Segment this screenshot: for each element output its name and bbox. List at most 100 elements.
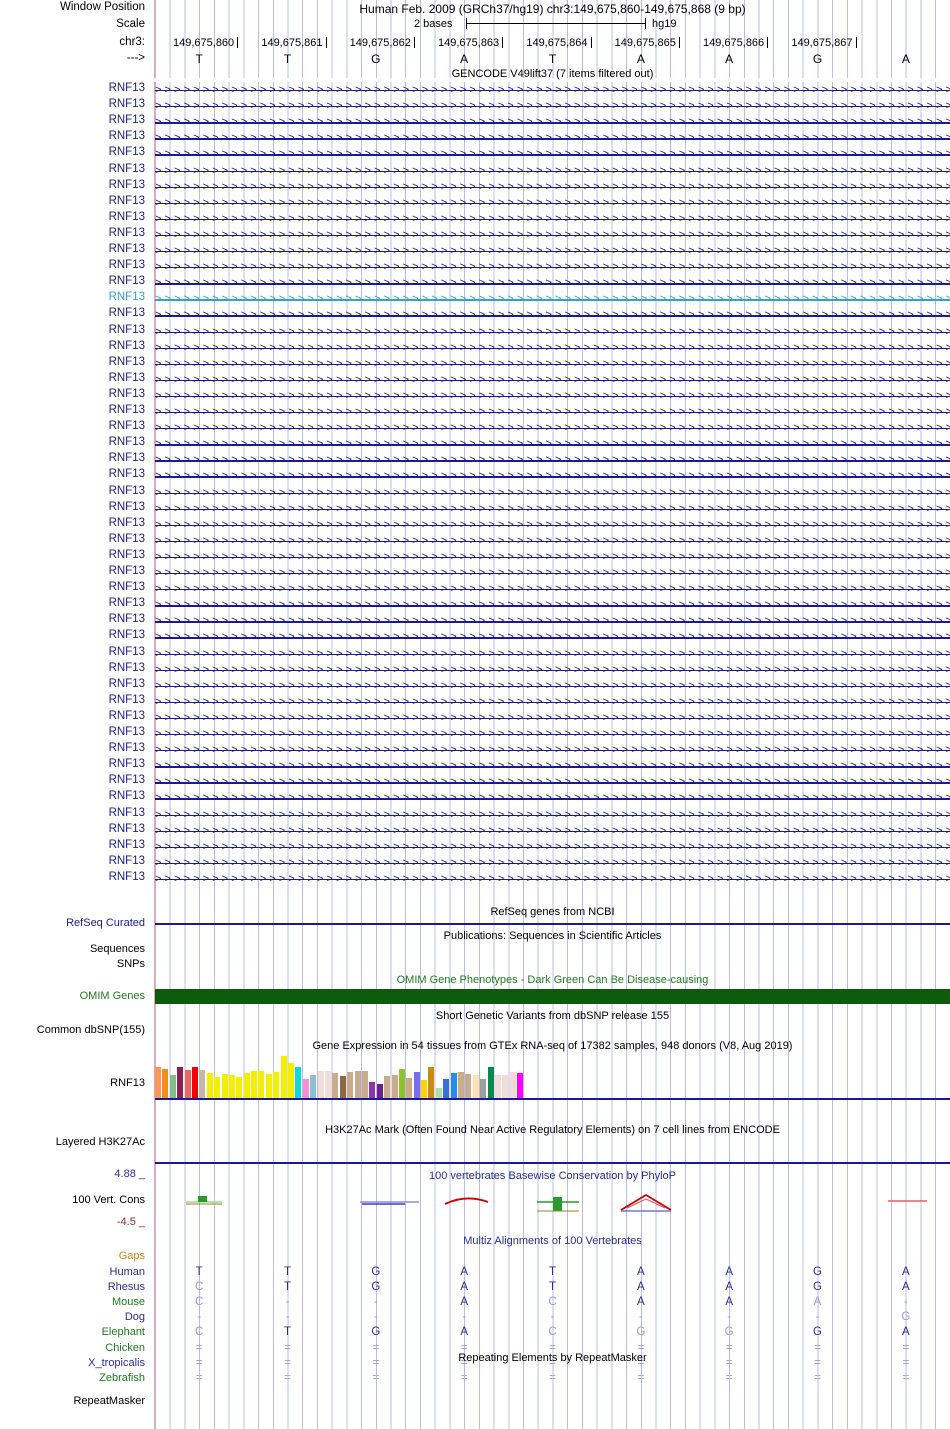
table-row[interactable]: RNF13 >>>>>>>>>>>>>>>>>>>>>>>>>>>>>>>>>>>… <box>0 565 950 581</box>
gtex-tissue-bar[interactable] <box>302 1079 309 1098</box>
gtex-tissue-bar[interactable] <box>421 1080 428 1098</box>
gene-name-label[interactable]: RNF13 <box>108 758 145 771</box>
gtex-tissue-bar[interactable] <box>221 1073 228 1098</box>
gene-name-label[interactable]: RNF13 <box>108 162 145 175</box>
gene-name-label[interactable]: RNF13 <box>108 597 145 610</box>
list-item[interactable]: Chicken = = = = = = = = = <box>0 1341 950 1356</box>
gtex-tissue-bar[interactable] <box>435 1087 442 1098</box>
gtex-tissue-bar[interactable] <box>273 1071 280 1098</box>
table-row[interactable]: RNF13 >>>>>>>>>>>>>>>>>>>>>>>>>>>>>>>>>>>… <box>0 629 950 645</box>
gtex-tissue-bar[interactable] <box>391 1074 398 1098</box>
gene-name-label[interactable]: RNF13 <box>108 726 145 738</box>
gene-name-label[interactable]: RNF13 <box>108 645 145 658</box>
list-item[interactable]: Mouse C - - A C A A A - <box>0 1295 950 1310</box>
layered-h3k27ac-label[interactable]: Layered H3K27Ac <box>55 1136 145 1148</box>
gene-name-label[interactable]: RNF13 <box>108 613 145 626</box>
list-item[interactable]: Rhesus C T G A T A A G A <box>0 1280 950 1295</box>
table-row[interactable]: RNF13 >>>>>>>>>>>>>>>>>>>>>>>>>>>>>>>>>>>… <box>0 646 950 662</box>
gene-name-label[interactable]: RNF13 <box>108 532 145 545</box>
table-row[interactable]: RNF13 >>>>>>>>>>>>>>>>>>>>>>>>>>>>>>>>>>>… <box>0 307 950 323</box>
gtex-tissue-bar[interactable] <box>228 1074 235 1098</box>
sequences-label[interactable]: Sequences <box>89 943 145 955</box>
table-row[interactable]: RNF13 >>>>>>>>>>>>>>>>>>>>>>>>>>>>>>>>>>>… <box>0 356 950 372</box>
table-row[interactable]: RNF13 >>>>>>>>>>>>>>>>>>>>>>>>>>>>>>>>>>>… <box>0 291 950 307</box>
list-item[interactable]: X_tropicalis = = = = = = = = = <box>0 1356 950 1371</box>
gtex-tissue-bar[interactable] <box>384 1075 391 1098</box>
table-row[interactable]: RNF13 >>>>>>>>>>>>>>>>>>>>>>>>>>>>>>>>>>>… <box>0 179 950 195</box>
omim-gene-bar[interactable] <box>155 989 950 1004</box>
table-row[interactable]: RNF13 >>>>>>>>>>>>>>>>>>>>>>>>>>>>>>>>>>>… <box>0 146 950 162</box>
table-row[interactable]: RNF13 >>>>>>>>>>>>>>>>>>>>>>>>>>>>>>>>>>>… <box>0 807 950 823</box>
gene-name-label[interactable]: RNF13 <box>108 98 145 111</box>
gene-name-label[interactable]: RNF13 <box>108 806 145 819</box>
gtex-tissue-bar[interactable] <box>443 1079 450 1098</box>
h3k27ac-track-title[interactable]: H3K27Ac Mark (Often Found Near Active Re… <box>325 1124 780 1136</box>
table-row[interactable]: RNF13 >>>>>>>>>>>>>>>>>>>>>>>>>>>>>>>>>>>… <box>0 324 950 340</box>
table-row[interactable]: RNF13 >>>>>>>>>>>>>>>>>>>>>>>>>>>>>>>>>>>… <box>0 485 950 501</box>
gene-name-label[interactable]: RNF13 <box>108 790 145 803</box>
table-row[interactable]: RNF13 >>>>>>>>>>>>>>>>>>>>>>>>>>>>>>>>>>>… <box>0 678 950 694</box>
publications-track-title[interactable]: Publications: Sequences in Scientific Ar… <box>443 930 662 942</box>
gene-name-label[interactable]: RNF13 <box>108 130 145 143</box>
gene-name-label[interactable]: RNF13 <box>108 870 145 883</box>
species-label[interactable]: Dog <box>124 1311 145 1324</box>
gtex-tissue-bar[interactable] <box>288 1063 295 1098</box>
gtex-tissue-bar[interactable] <box>258 1070 265 1098</box>
gtex-tissue-bar[interactable] <box>502 1074 509 1098</box>
gene-name-label[interactable]: RNF13 <box>108 307 145 320</box>
gtex-tissue-bar[interactable] <box>295 1066 302 1098</box>
gtex-tissue-bar[interactable] <box>317 1070 324 1098</box>
gene-name-label[interactable]: RNF13 <box>108 516 145 529</box>
table-row[interactable]: RNF13 >>>>>>>>>>>>>>>>>>>>>>>>>>>>>>>>>>>… <box>0 662 950 678</box>
assembly-position-title[interactable]: Human Feb. 2009 (GRCh37/hg19) chr3:149,6… <box>359 2 746 16</box>
table-row[interactable]: RNF13 >>>>>>>>>>>>>>>>>>>>>>>>>>>>>>>>>>>… <box>0 549 950 565</box>
table-row[interactable]: RNF13 >>>>>>>>>>>>>>>>>>>>>>>>>>>>>>>>>>>… <box>0 581 950 597</box>
table-row[interactable]: RNF13 >>>>>>>>>>>>>>>>>>>>>>>>>>>>>>>>>>>… <box>0 404 950 420</box>
refseq-curated-label[interactable]: RefSeq Curated <box>66 917 145 929</box>
species-label[interactable]: Rhesus <box>107 1281 145 1294</box>
table-row[interactable]: RNF13 >>>>>>>>>>>>>>>>>>>>>>>>>>>>>>>>>>>… <box>0 130 950 146</box>
gtex-tissue-bar[interactable] <box>450 1072 457 1098</box>
gtex-tissue-bar[interactable] <box>517 1072 524 1098</box>
gtex-track[interactable]: Gene Expression in 54 tissues from GTEx … <box>0 1038 950 1098</box>
table-row[interactable]: RNF13 >>>>>>>>>>>>>>>>>>>>>>>>>>>>>>>>>>>… <box>0 501 950 517</box>
gtex-tissue-bar[interactable] <box>191 1066 198 1098</box>
gtex-tissue-bar[interactable] <box>465 1073 472 1098</box>
species-label[interactable]: Human <box>109 1266 145 1278</box>
gtex-tissue-bar[interactable] <box>347 1071 354 1098</box>
table-row[interactable]: RNF13 >>>>>>>>>>>>>>>>>>>>>>>>>>>>>>>>>>>… <box>0 823 950 839</box>
repeatmasker-label[interactable]: RepeatMasker <box>73 1395 145 1407</box>
table-row[interactable]: RNF13 >>>>>>>>>>>>>>>>>>>>>>>>>>>>>>>>>>>… <box>0 82 950 98</box>
dbsnp-track-title[interactable]: Short Genetic Variants from dbSNP releas… <box>435 1010 670 1022</box>
conservation-track-title[interactable]: 100 vertebrates Basewise Conservation by… <box>428 1170 677 1182</box>
table-row[interactable]: RNF13 >>>>>>>>>>>>>>>>>>>>>>>>>>>>>>>>>>>… <box>0 259 950 275</box>
gtex-tissue-bar[interactable] <box>458 1071 465 1098</box>
gtex-tissue-bar[interactable] <box>369 1082 376 1098</box>
gene-name-label[interactable]: RNF13 <box>108 452 145 465</box>
gene-name-label[interactable]: RNF13 <box>108 178 145 191</box>
table-row[interactable]: RNF13 >>>>>>>>>>>>>>>>>>>>>>>>>>>>>>>>>>>… <box>0 468 950 484</box>
table-row[interactable]: RNF13 >>>>>>>>>>>>>>>>>>>>>>>>>>>>>>>>>>>… <box>0 243 950 259</box>
gene-name-label[interactable]: RNF13 <box>108 194 145 207</box>
gene-name-label[interactable]: RNF13 <box>108 742 145 755</box>
multiz-track[interactable]: Multiz Alignments of 100 Vertebrates Gap… <box>0 1232 950 1384</box>
gtex-tissue-bar[interactable] <box>280 1056 287 1098</box>
gtex-gene-label[interactable]: RNF13 <box>110 1077 145 1089</box>
gene-name-label[interactable]: RNF13 <box>108 82 145 94</box>
gene-name-label[interactable]: RNF13 <box>108 468 145 481</box>
gtex-tissue-bar[interactable] <box>428 1066 435 1098</box>
table-row[interactable]: RNF13 >>>>>>>>>>>>>>>>>>>>>>>>>>>>>>>>>>>… <box>0 340 950 356</box>
gene-name-label[interactable]: RNF13 <box>108 774 145 787</box>
gtex-expression-barchart[interactable] <box>155 1056 535 1098</box>
table-row[interactable]: RNF13 >>>>>>>>>>>>>>>>>>>>>>>>>>>>>>>>>>>… <box>0 436 950 452</box>
gene-name-label[interactable]: RNF13 <box>108 259 145 272</box>
gtex-tissue-bar[interactable] <box>177 1066 184 1098</box>
gtex-tissue-bar[interactable] <box>251 1070 258 1098</box>
table-row[interactable]: RNF13 >>>>>>>>>>>>>>>>>>>>>>>>>>>>>>>>>>>… <box>0 275 950 291</box>
table-row[interactable]: RNF13 >>>>>>>>>>>>>>>>>>>>>>>>>>>>>>>>>>>… <box>0 420 950 436</box>
table-row[interactable]: RNF13 >>>>>>>>>>>>>>>>>>>>>>>>>>>>>>>>>>>… <box>0 163 950 179</box>
gtex-tissue-bar[interactable] <box>354 1070 361 1098</box>
gene-name-label[interactable]: RNF13 <box>108 291 145 304</box>
gtex-tissue-bar[interactable] <box>376 1084 383 1098</box>
gtex-tissue-bar[interactable] <box>332 1072 339 1098</box>
